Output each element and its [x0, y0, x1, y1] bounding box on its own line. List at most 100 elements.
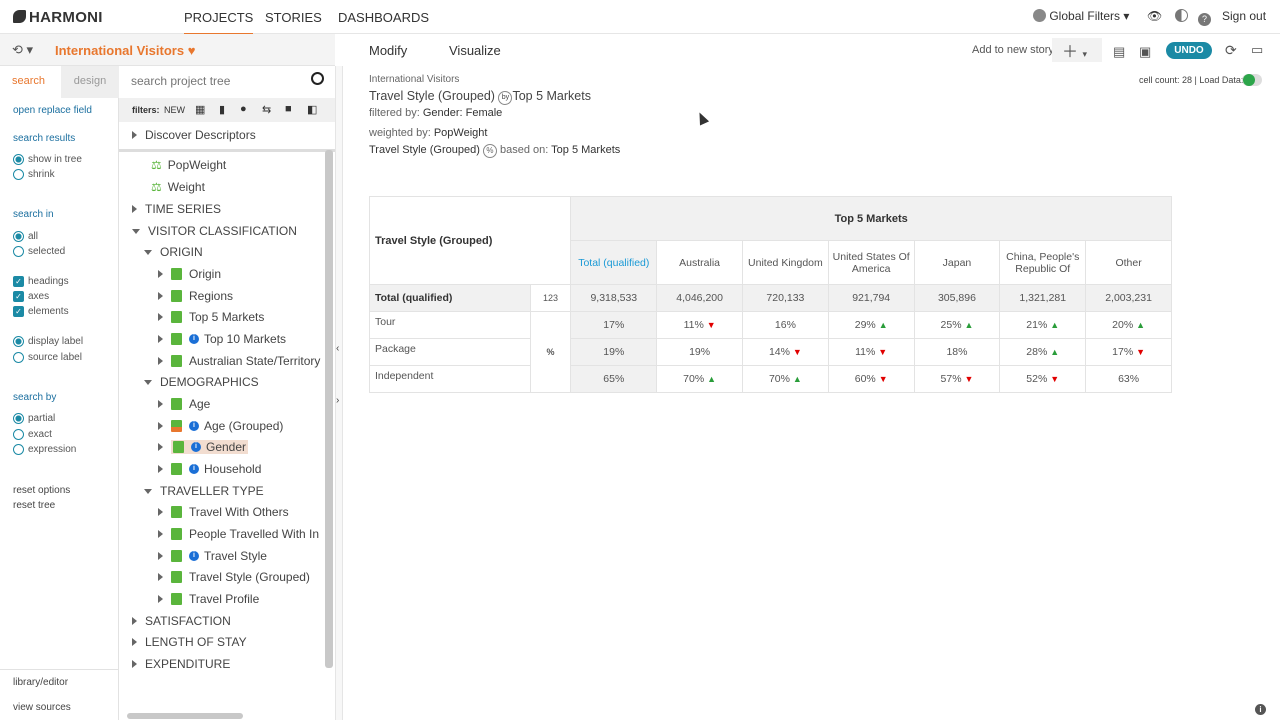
excel-export-icon[interactable]: ▤ — [1113, 44, 1126, 59]
refresh-icon[interactable]: ⟳ — [1225, 42, 1237, 58]
comment-icon[interactable]: ▭ — [1251, 42, 1264, 57]
tree-node-popweight[interactable]: ⚖ PopWeight — [151, 158, 226, 172]
column-header[interactable]: United Kingdom — [742, 240, 829, 285]
row-label[interactable]: Total (qualified) — [369, 284, 531, 312]
search-input[interactable] — [131, 74, 301, 88]
tree-vertical-scrollbar[interactable] — [325, 150, 333, 668]
column-filter-icon[interactable]: ▮ — [219, 104, 226, 116]
column-header[interactable]: Total (qualified) — [570, 240, 658, 285]
tree-node-visitor-classification[interactable]: VISITOR CLASSIFICATION — [132, 224, 297, 238]
search-icon[interactable] — [311, 72, 324, 85]
tree-node-length-of-stay[interactable]: LENGTH OF STAY — [132, 635, 247, 649]
help-icon[interactable]: ? — [1198, 9, 1211, 26]
visualize-button[interactable]: Visualize — [449, 43, 501, 58]
info-icon[interactable]: i — [189, 421, 199, 431]
tree-node-regions[interactable]: Regions — [158, 289, 233, 303]
column-header[interactable]: Other — [1085, 240, 1172, 285]
tab-stories[interactable]: STORIES — [265, 10, 322, 25]
add-story-button[interactable]: ＋ ▾ — [1052, 38, 1102, 62]
reset-tree-link[interactable]: reset tree — [13, 500, 56, 511]
filter-value[interactable]: Gender: Female — [422, 107, 503, 119]
collapse-left-icon[interactable]: ‹ — [336, 343, 340, 354]
row-label[interactable]: Package — [369, 338, 531, 366]
tree-node-travel-with-others[interactable]: Travel With Others — [158, 505, 289, 519]
contrast-icon[interactable] — [1175, 9, 1188, 23]
tree-node-age-grouped[interactable]: i Age (Grouped) — [158, 419, 283, 433]
column-header[interactable]: United States Of America — [827, 240, 915, 285]
modify-button[interactable]: Modify — [369, 43, 408, 58]
tree-node-top-5-markets[interactable]: Top 5 Markets — [158, 310, 264, 324]
column-header[interactable]: Japan — [913, 240, 1001, 285]
panel-splitter[interactable]: ‹ › — [335, 66, 343, 720]
source-label-option[interactable]: source label — [13, 352, 82, 363]
pin-filter-icon[interactable]: ● — [240, 103, 247, 115]
eye-icon[interactable]: 👁 — [1147, 9, 1163, 23]
row-label[interactable]: Tour — [369, 311, 531, 339]
weight-value[interactable]: PopWeight — [433, 127, 488, 139]
tree-node-gender[interactable]: i Gender — [158, 440, 249, 454]
folder-filter-icon[interactable]: ■ — [285, 103, 292, 115]
tree-node-origin[interactable]: Origin — [158, 267, 221, 281]
hierarchy-filter-icon[interactable]: ⇆ — [262, 104, 272, 116]
tree-node-satisfaction[interactable]: SATISFACTION — [132, 614, 231, 628]
display-label-option[interactable]: display label — [13, 336, 83, 347]
tree-node-travel-style[interactable]: i Travel Style — [158, 549, 267, 563]
grid-filter-icon[interactable]: ▦ — [195, 104, 206, 116]
tree-node-travel-style-grouped[interactable]: Travel Style (Grouped) — [158, 570, 310, 584]
history-icon[interactable]: ⟲ ▾ — [12, 42, 34, 57]
expression-option[interactable]: expression — [13, 444, 76, 455]
tree-node-people-travelled-with[interactable]: People Travelled With In — [158, 527, 319, 541]
partial-option[interactable]: partial — [13, 413, 55, 424]
tree-node-discover-descriptors[interactable]: Discover Descriptors — [132, 128, 256, 142]
axes-checkbox[interactable]: ✓ axes — [13, 291, 49, 302]
open-replace-link[interactable]: open replace field — [13, 105, 92, 116]
variable-filter-icon[interactable]: ◧ — [307, 104, 318, 116]
search-in-selected-option[interactable]: selected — [13, 246, 65, 257]
tree-horizontal-scrollbar[interactable] — [127, 713, 243, 719]
tab-search[interactable]: search — [12, 75, 46, 87]
column-header[interactable]: Australia — [656, 240, 744, 285]
elements-checkbox[interactable]: ✓ elements — [13, 306, 69, 317]
show-in-tree-option[interactable]: show in tree — [13, 154, 82, 165]
reset-options-link[interactable]: reset options — [13, 485, 71, 496]
load-data-toggle[interactable] — [1242, 74, 1262, 86]
tab-dashboards[interactable]: DASHBOARDS — [338, 10, 430, 25]
tree-node-time-series[interactable]: TIME SERIES — [132, 202, 221, 216]
tree-node-traveller-type[interactable]: TRAVELLER TYPE — [144, 484, 264, 498]
expand-right-icon[interactable]: › — [336, 395, 340, 406]
info-icon[interactable]: i — [189, 464, 199, 474]
powerpoint-export-icon[interactable]: ▣ — [1139, 44, 1152, 59]
shrink-option[interactable]: shrink — [13, 169, 55, 180]
tree-node-travel-profile[interactable]: Travel Profile — [158, 592, 259, 606]
tree-node-age[interactable]: Age — [158, 397, 210, 411]
column-header[interactable]: China, People's Republic Of — [999, 240, 1087, 285]
search-in-all-option[interactable]: all — [13, 231, 38, 242]
favorite-heart-icon[interactable]: ♥ — [187, 43, 196, 58]
tree-node-expenditure[interactable]: EXPENDITURE — [132, 657, 230, 671]
sign-out-link[interactable]: Sign out — [1222, 9, 1267, 23]
info-icon[interactable]: i — [189, 334, 199, 344]
tab-design[interactable]: design — [61, 66, 119, 98]
tree-node-top-10-markets[interactable]: i Top 10 Markets — [158, 332, 286, 346]
row-label[interactable]: Independent — [369, 365, 531, 393]
view-sources-link[interactable]: view sources — [13, 702, 71, 713]
info-icon[interactable]: i — [191, 442, 201, 452]
tree-node-household[interactable]: i Household — [158, 462, 261, 476]
filter-new-button[interactable]: NEW — [164, 105, 185, 115]
tree-node-weight[interactable]: ⚖ Weight — [151, 180, 205, 194]
tab-projects[interactable]: PROJECTS — [184, 10, 254, 35]
tree-node-origin-folder[interactable]: ORIGIN — [144, 245, 203, 259]
harmoni-logo[interactable]: HARMONI — [13, 9, 103, 26]
node-label: Travel Style (Grouped) — [189, 570, 310, 584]
info-icon[interactable]: i — [189, 551, 199, 561]
tree-node-demographics[interactable]: DEMOGRAPHICS — [144, 375, 259, 389]
global-filters-button[interactable]: Global Filters ▾ — [1033, 9, 1129, 23]
tree-node-australian-state[interactable]: Australian State/Territory — [158, 354, 320, 368]
library-editor-link[interactable]: library/editor — [13, 677, 69, 688]
undo-button[interactable]: UNDO — [1166, 42, 1212, 59]
caret-right-icon — [158, 292, 163, 300]
headings-checkbox[interactable]: ✓ headings — [13, 276, 69, 287]
variable-icon — [171, 571, 182, 583]
exact-option[interactable]: exact — [13, 429, 52, 440]
info-icon[interactable]: i — [1255, 704, 1266, 715]
